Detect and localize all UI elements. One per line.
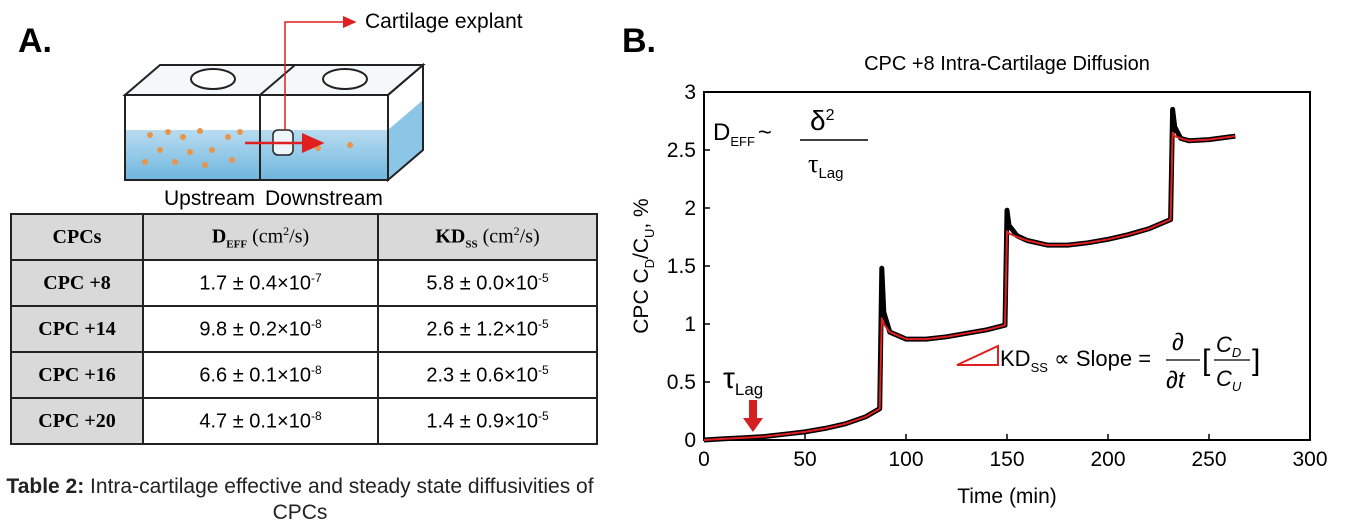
header-row: CPCs DEFF (cm2/s) KDSS (cm2/s)	[10, 213, 598, 261]
chart-title: CPC +8 Intra-Cartilage Diffusion	[864, 53, 1150, 75]
cell: 1.4 ± 0.9×10-5	[377, 397, 598, 445]
annotation: DEFF ~	[713, 119, 772, 149]
caption: Table 2: Intra-cartilage effective and s…	[6, 475, 594, 524]
x-tick-label: 150	[989, 448, 1024, 471]
x-tick-label: 200	[1090, 448, 1125, 471]
x-axis-label: Time (min)	[957, 485, 1057, 508]
diagram-label: Upstream	[164, 187, 255, 210]
row: CPC +20 4.7 ± 0.1×10-8 1.4 ± 0.9×10-5	[10, 397, 598, 445]
cell: 6.6 ± 0.1×10-8	[142, 351, 379, 399]
x-tick-label: 300	[1292, 448, 1327, 471]
annotation: δ2	[810, 105, 835, 136]
line	[703, 131, 1236, 441]
arrow	[743, 400, 763, 432]
y-tick-label: 2	[684, 197, 696, 220]
annotation: ∂	[1172, 329, 1184, 356]
y-tick-label: 1.5	[667, 255, 696, 278]
x-tick-label: 250	[1191, 448, 1226, 471]
cell: CPC +16	[10, 351, 144, 399]
deff-formula: DEFF ~ δ2 τLag	[713, 105, 868, 182]
cell: CPC +20	[10, 397, 144, 445]
table: CPCs DEFF (cm2/s) KDSS (cm2/s) CPC +8 1.7…	[10, 213, 598, 445]
cell: CPC +14	[10, 305, 144, 353]
slope-icon	[956, 344, 999, 366]
annotation: [	[1202, 344, 1211, 377]
y-tick-label: 3	[684, 81, 696, 104]
panel-label: A.	[18, 22, 52, 60]
annotation: CD	[1216, 332, 1241, 360]
cell: 2.6 ± 1.2×10-5	[377, 305, 598, 353]
header-cell: KDSS (cm2/s)	[377, 213, 598, 261]
diagram-label: Cartilage explant	[365, 10, 523, 33]
diagram	[122, 16, 426, 183]
x-tick-label: 50	[793, 448, 816, 471]
cell: CPC +8	[10, 259, 144, 307]
annotation: ]	[1252, 344, 1260, 377]
row: CPC +16 6.6 ± 0.1×10-8 2.3 ± 0.6×10-5	[10, 351, 598, 399]
cell: 5.8 ± 0.0×10-5	[377, 259, 598, 307]
header-cell: CPCs	[10, 213, 144, 261]
cell: 9.8 ± 0.2×10-8	[142, 305, 379, 353]
annotation: ∂t	[1166, 367, 1186, 394]
line	[703, 106, 1236, 443]
row: CPC +14 9.8 ± 0.2×10-8 2.6 ± 1.2×10-5	[10, 305, 598, 353]
annotation: τLag	[723, 362, 763, 399]
y-axis-label: CPC CD/CU, %	[630, 198, 657, 333]
panel-label: B.	[622, 22, 656, 60]
cell: 1.7 ± 0.4×10-7	[142, 259, 379, 307]
cell: 4.7 ± 0.1×10-8	[142, 397, 379, 445]
diagram-label: Downstream	[265, 187, 383, 210]
x-tick-label: 100	[888, 448, 923, 471]
annotation: CU	[1216, 366, 1242, 394]
y-tick-label: 0.5	[667, 371, 696, 394]
row: CPC +8 1.7 ± 0.4×10-7 5.8 ± 0.0×10-5	[10, 259, 598, 307]
y-tick-label: 1	[684, 313, 696, 336]
x-tick-label: 0	[698, 448, 710, 471]
cell: 2.3 ± 0.6×10-5	[377, 351, 598, 399]
kd-formula: KDSS ∝ Slope = ∂ ∂t [ CD CU ]	[1000, 329, 1260, 394]
y-tick-label: 2.5	[667, 139, 696, 162]
header-cell: DEFF (cm2/s)	[142, 213, 379, 261]
y-tick-label: 0	[684, 429, 696, 452]
annotation: KDSS ∝ Slope =	[1000, 346, 1151, 375]
annotation: τLag	[808, 149, 843, 182]
